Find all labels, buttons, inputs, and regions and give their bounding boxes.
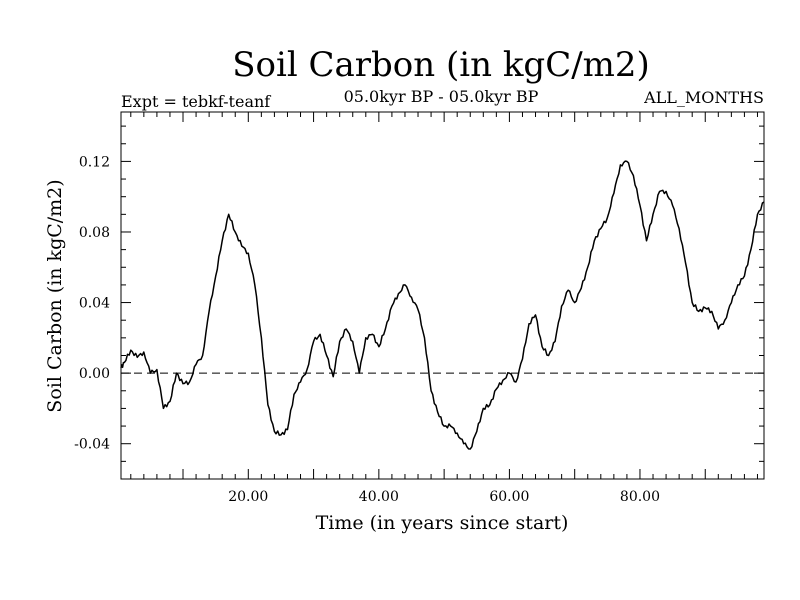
experiment-label: Expt = tebkf-teanf	[121, 92, 271, 111]
months-label: ALL_MONTHS	[643, 88, 764, 107]
tick-labels: 20.00 40.00 60.00 80.00 0.12 0.08 0.04 0.00 -0.0…	[74, 154, 660, 505]
y-tick-label: 0.04	[79, 296, 110, 312]
chart-title: Soil Carbon (in kgC/m2)	[232, 45, 650, 85]
plot-frame	[120, 111, 765, 480]
y-tick-label: -0.04	[74, 437, 110, 453]
x-axis-label: Time (in years since start)	[316, 512, 569, 534]
x-tick-label: 80.00	[620, 489, 660, 505]
axis-ticks	[121, 112, 764, 480]
y-tick-label: 0.00	[79, 366, 110, 382]
x-tick-label: 40.00	[359, 489, 399, 505]
x-tick-label: 60.00	[489, 489, 529, 505]
series-line-soil-carbon	[120, 160, 765, 450]
y-tick-label: 0.12	[79, 154, 110, 170]
x-tick-label: 20.00	[228, 489, 268, 505]
chart-subtitle: 05.0kyr BP - 05.0kyr BP	[344, 87, 539, 106]
y-tick-label: 0.08	[79, 225, 110, 241]
y-axis-label: Soil Carbon (in kgC/m2)	[44, 179, 66, 412]
